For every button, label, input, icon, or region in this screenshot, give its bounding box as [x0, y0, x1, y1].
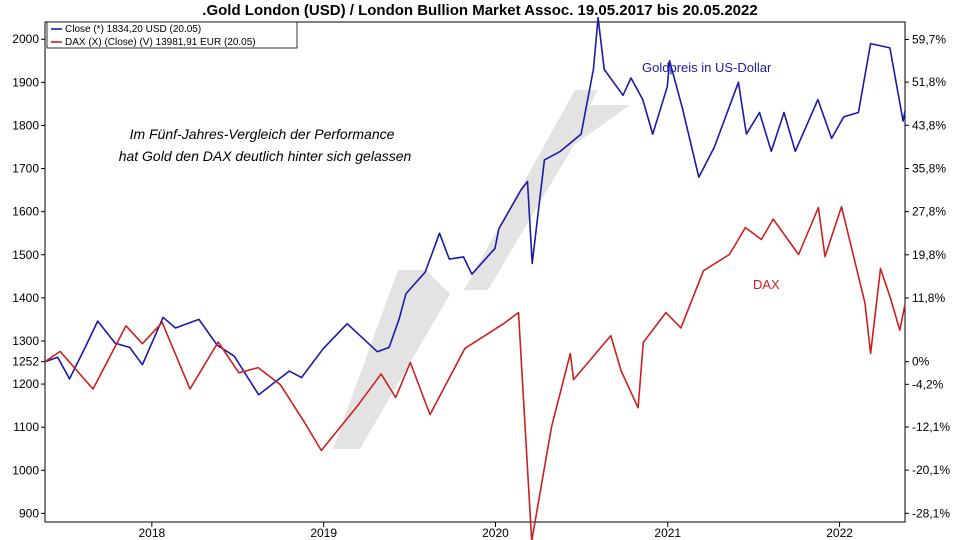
x-tick-label: 2019 [310, 526, 337, 540]
trend-band-lower [333, 270, 450, 449]
y-right-tick-label: 51,8% [912, 75, 946, 89]
gold-series-line [44, 16, 906, 396]
y-axis-left: 900 1000 1100 1200 1252 1300 1400 1500 1600 1700 1… [12, 32, 45, 520]
y-left-tick-label: 1700 [12, 162, 39, 176]
y-left-tick-label: 1400 [12, 291, 39, 305]
y-right-tick-label: -20,1% [912, 463, 950, 477]
legend-entry-dax: DAX (X) (Close) (V) 13981,91 EUR (20.05) [65, 37, 256, 48]
y-left-tick-label: 1300 [12, 334, 39, 348]
x-axis: 2018 2019 2020 2021 2022 [139, 522, 853, 540]
x-tick-label: 2018 [139, 526, 166, 540]
y-right-tick-label: 43,8% [912, 118, 946, 132]
y-right-tick-label: -28,1% [912, 506, 950, 520]
y-left-tick-label: 900 [19, 506, 39, 520]
x-tick-label: 2021 [654, 526, 681, 540]
y-right-tick-label: 59,7% [912, 32, 946, 46]
gold-series-label: Goldpreis in US-Dollar [642, 60, 772, 75]
annotation-line-1: Im Fünf-Jahres-Vergleich der Performance [130, 126, 395, 142]
y-left-tick-label: 1200 [12, 377, 39, 391]
legend-entry-gold: Close (*) 1834,20 USD (20.05) [65, 24, 201, 35]
y-left-tick-label: 1000 [12, 463, 39, 477]
y-right-tick-label: 0% [912, 355, 930, 369]
series-layer [44, 16, 906, 540]
y-left-tick-label: 1252 [12, 355, 39, 369]
dax-series-line [44, 205, 906, 540]
legend-box [46, 21, 298, 49]
y-axis-right: 59,7% 51,8% 43,8% 35,8% 27,8% 19,8% 11,8% 0% -4,… [905, 32, 950, 520]
y-right-tick-label: 19,8% [912, 248, 946, 262]
y-left-tick-label: 1900 [12, 75, 39, 89]
y-right-tick-label: 11,8% [912, 291, 945, 305]
y-left-tick-label: 2000 [12, 32, 39, 46]
x-tick-label: 2022 [826, 526, 853, 540]
y-right-tick-label: 35,8% [912, 161, 946, 175]
y-left-tick-label: 1800 [12, 118, 39, 132]
trend-band-upper [464, 90, 630, 290]
y-right-tick-label: 27,8% [912, 205, 946, 219]
y-right-tick-label: -12,1% [912, 420, 950, 434]
dax-series-label: DAX [753, 277, 780, 292]
y-right-tick-label: -4,2% [912, 377, 944, 391]
y-left-tick-label: 1600 [12, 205, 39, 219]
y-left-tick-label: 1500 [12, 248, 39, 262]
x-tick-label: 2020 [482, 526, 509, 540]
y-left-tick-label: 1100 [13, 420, 39, 434]
annotation-line-2: hat Gold den DAX deutlich hinter sich ge… [119, 148, 412, 164]
chart-title: .Gold London (USD) / London Bullion Mark… [202, 2, 757, 19]
legend: Close (*) 1834,20 USD (20.05) DAX (X) (C… [46, 21, 298, 49]
